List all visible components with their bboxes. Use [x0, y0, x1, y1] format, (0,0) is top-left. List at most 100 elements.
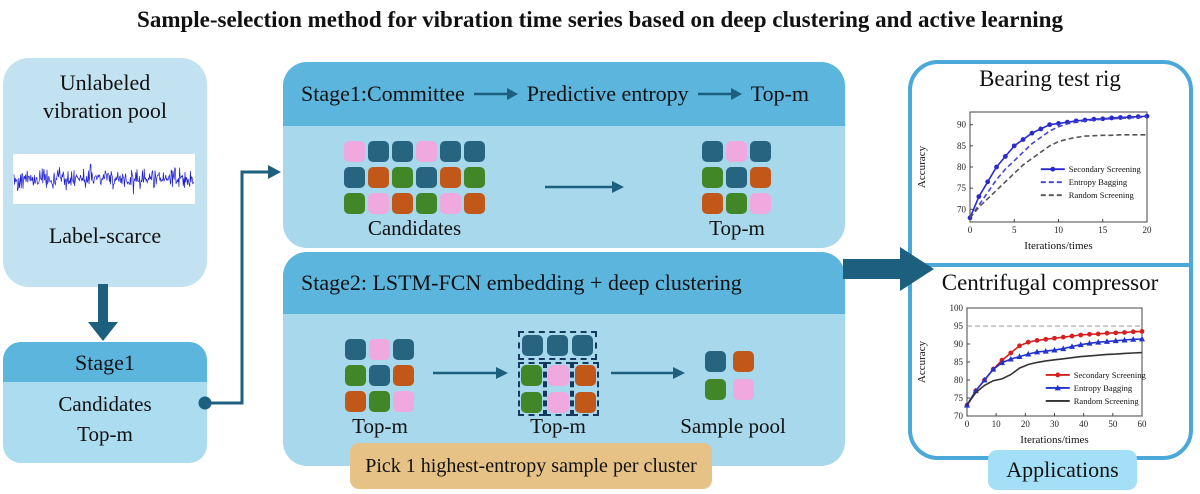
stage1-result-line2: Top-m — [77, 422, 133, 446]
topm-grid-stage2 — [345, 339, 414, 412]
svg-text:40: 40 — [1079, 419, 1089, 429]
svg-text:75: 75 — [954, 393, 964, 403]
svg-text:60: 60 — [1138, 419, 1148, 429]
svg-text:100: 100 — [950, 303, 964, 313]
sample-square-teal — [369, 365, 390, 386]
sample-square-pink — [548, 392, 569, 413]
stage2-header-text: Stage2: LSTM-FCN embedding + deep cluste… — [301, 270, 742, 295]
sample-square-green — [521, 365, 542, 386]
label-scarce-caption: Label-scarce — [48, 223, 162, 248]
sample-pool-grid — [705, 351, 754, 400]
svg-text:20: 20 — [1143, 225, 1153, 235]
stage1-result-box: Stage1 Candidates Top-m — [3, 342, 207, 463]
topm-label-stage1: Top-m — [709, 216, 765, 240]
vibration-waveform — [13, 154, 195, 204]
arrow-right-icon — [697, 88, 742, 100]
svg-text:15: 15 — [1098, 225, 1108, 235]
svg-text:90: 90 — [957, 120, 967, 130]
svg-text:70: 70 — [954, 411, 964, 421]
svg-text:0: 0 — [968, 225, 973, 235]
svg-text:85: 85 — [957, 141, 967, 151]
chart2-title: Centrifugal compressor — [941, 270, 1159, 295]
sample-square-green — [702, 167, 723, 188]
panel-divider — [908, 263, 1193, 267]
svg-text:Entropy Bagging: Entropy Bagging — [1074, 383, 1133, 393]
unlabeled-pool-box: Unlabeled vibration pool Label-scarce — [3, 58, 207, 287]
pool-box-title-line2: vibration pool — [42, 98, 168, 123]
stage1-result-box-header: Stage1 — [3, 342, 207, 382]
svg-text:Random Screening: Random Screening — [1074, 396, 1140, 406]
svg-text:90: 90 — [954, 339, 964, 349]
svg-text:Secondary Screening: Secondary Screening — [1069, 164, 1142, 174]
sample-square-teal — [750, 141, 771, 162]
sample-pool-label: Sample pool — [680, 414, 786, 438]
svg-text:30: 30 — [1050, 419, 1060, 429]
sample-square-teal — [393, 339, 414, 360]
svg-text:Entropy Bagging: Entropy Bagging — [1069, 177, 1128, 187]
sample-square-pink — [344, 141, 365, 162]
sample-square-orange — [392, 193, 413, 214]
svg-text:0: 0 — [965, 419, 970, 429]
sample-square-pink — [368, 193, 389, 214]
svg-text:5: 5 — [1012, 225, 1017, 235]
sample-square-green — [369, 391, 390, 412]
feedback-connector — [198, 165, 281, 410]
cluster-column-box — [545, 362, 572, 416]
sample-square-green — [705, 379, 726, 400]
clustered-topm-block — [518, 331, 599, 416]
sample-square-pink — [393, 391, 414, 412]
candidates-label: Candidates — [367, 216, 462, 240]
sample-square-teal — [726, 167, 747, 188]
cluster-row-box — [518, 331, 597, 360]
sample-square-pink — [548, 365, 569, 386]
sample-square-orange — [440, 167, 461, 188]
sample-square-teal — [572, 335, 593, 356]
cluster-column-box — [572, 362, 599, 416]
stage1-header-topm: Top-m — [750, 81, 810, 106]
svg-text:95: 95 — [954, 321, 964, 331]
sample-square-pink — [416, 141, 437, 162]
svg-text:Random Screening: Random Screening — [1069, 190, 1135, 200]
svg-text:20: 20 — [1021, 419, 1031, 429]
cluster-columns — [518, 362, 599, 416]
down-arrow-icon — [88, 284, 118, 341]
sample-square-orange — [345, 391, 366, 412]
sample-square-orange — [733, 351, 754, 372]
sample-square-green — [521, 392, 542, 413]
sample-square-orange — [464, 193, 485, 214]
pool-box-title-line1: Unlabeled — [59, 70, 151, 95]
sample-square-orange — [575, 365, 596, 386]
cluster-column-box — [518, 362, 545, 416]
sample-square-teal — [702, 141, 723, 162]
svg-text:10: 10 — [1054, 225, 1064, 235]
stage1-header-committee: Stage1:Committee — [301, 81, 465, 106]
sample-square-orange — [575, 392, 596, 413]
sample-square-green — [344, 193, 365, 214]
sample-square-pink — [733, 379, 754, 400]
sample-square-orange — [750, 167, 771, 188]
svg-text:10: 10 — [992, 419, 1002, 429]
sample-square-orange — [368, 167, 389, 188]
topm-label-stage2: Top-m — [352, 414, 408, 438]
svg-text:85: 85 — [954, 357, 964, 367]
sample-square-teal — [345, 339, 366, 360]
sample-square-green — [392, 167, 413, 188]
svg-text:Secondary Screening: Secondary Screening — [1074, 370, 1147, 380]
topm-grid-stage1 — [702, 141, 771, 214]
sample-square-pink — [750, 193, 771, 214]
arrow-right-icon — [473, 88, 518, 100]
figure-title: Sample-selection method for vibration ti… — [137, 7, 1063, 32]
svg-text:Accuracy: Accuracy — [916, 340, 928, 383]
sample-square-green — [464, 167, 485, 188]
sample-square-teal — [416, 167, 437, 188]
compressor-accuracy-chart: 0 10 20 30 40 50 60 70 75 80 85 90 95 100 Iterations/t… — [916, 303, 1148, 446]
svg-text:Accuracy: Accuracy — [916, 145, 928, 188]
svg-text:50: 50 — [1108, 419, 1118, 429]
svg-text:75: 75 — [957, 183, 967, 193]
stage1-panel-header: Stage1:Committee Predictive entropy Top-… — [283, 62, 845, 126]
sample-square-pink — [726, 141, 747, 162]
sample-square-teal — [344, 167, 365, 188]
sample-square-teal — [368, 141, 389, 162]
sample-square-pink — [440, 193, 461, 214]
chart1-title: Bearing test rig — [979, 66, 1121, 91]
